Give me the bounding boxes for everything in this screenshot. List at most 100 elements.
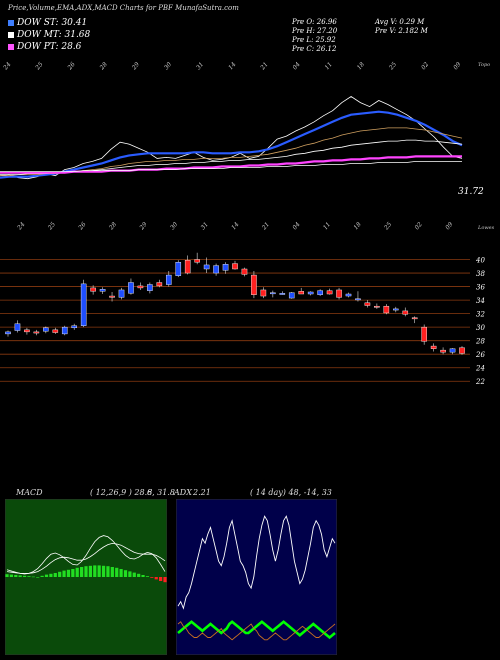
adx-series-line: [177, 515, 336, 610]
macd-signal-line: [6, 535, 166, 575]
macd-histogram-bar: [84, 566, 88, 577]
ema-x-tick-label: 09: [452, 61, 462, 71]
price-candle-body: [175, 262, 182, 276]
price-x-tick-label: 14: [230, 221, 240, 231]
price-candle-body: [326, 290, 333, 295]
macd-histogram-bar: [115, 567, 119, 577]
price-candle-body: [251, 274, 257, 295]
price-candle-body: [203, 264, 210, 270]
ema-x-tick-label: 25: [34, 61, 45, 72]
ema-x-tick-label: 11: [324, 61, 334, 71]
ema-x-tick-label: 21: [259, 61, 270, 72]
price-candle-body: [71, 325, 78, 329]
price-candle-body: [336, 289, 342, 298]
price-candle-body: [317, 290, 323, 295]
price-y-tick-label: 28: [475, 338, 485, 346]
price-y-tick-label: 40: [475, 257, 485, 265]
price-x-tick-label: 04: [291, 221, 301, 231]
price-candle-body: [184, 260, 191, 274]
price-candle-body: [80, 283, 87, 326]
price-candle-body: [279, 293, 286, 295]
price-candle-body: [430, 345, 437, 349]
price-candle-body: [270, 292, 276, 295]
ema-x-tick-label: 26: [66, 61, 77, 72]
macd-histogram-bar: [101, 565, 106, 577]
stat-pre-low: Pre L: 25.92: [292, 36, 336, 44]
price-candle-body: [440, 349, 446, 353]
ema-x-tick-label: 14: [227, 61, 237, 71]
macd-histogram-bar: [141, 575, 145, 577]
ema-corner-label: Topo: [478, 62, 490, 68]
price-candle-body: [402, 310, 409, 315]
price-y-tick-label: 26: [475, 351, 485, 359]
adx-series-line: [177, 621, 336, 641]
price-x-tick-label: 25: [46, 221, 57, 232]
macd-histogram-bar: [9, 574, 13, 577]
macd-histogram-bar: [71, 569, 75, 577]
price-candle-body: [147, 284, 153, 291]
macd-histogram-bar: [123, 570, 128, 577]
macd-histogram-bar: [119, 569, 123, 577]
macd-histogram-bar: [53, 573, 57, 577]
macd-histogram-bar: [93, 565, 97, 577]
price-candle-body: [90, 287, 96, 292]
price-chart: 24 25 26 28 29 30 31 14 21 04 11 18 25 02 09 22 24 26 28 3…: [0, 221, 495, 386]
macd-histogram-bar: [132, 572, 136, 577]
macd-histogram-bar: [80, 567, 84, 577]
price-y-tick-label: 24: [475, 365, 485, 373]
macd-histogram-bar: [110, 567, 114, 577]
price-candle-body: [459, 347, 465, 354]
ema-x-tick-label: 02: [420, 61, 430, 71]
ema-x-tick-label: 24: [2, 61, 13, 72]
macd-histogram-bar: [14, 575, 18, 577]
price-candle-body: [383, 305, 390, 314]
price-candle-body: [241, 268, 248, 275]
ema-series-line: [0, 110, 463, 179]
macd-histogram-bar: [31, 576, 35, 578]
macd-histogram-bar: [66, 569, 71, 577]
macd-histogram-bar: [40, 575, 44, 577]
price-candle-body: [288, 292, 295, 299]
price-candle-body: [345, 293, 352, 297]
price-candle-body: [24, 329, 30, 333]
macd-signal-line: [6, 542, 166, 574]
legend-dow-mt-label: DOW MT: 31.68: [17, 30, 91, 40]
price-candle-body: [222, 264, 229, 271]
adx-title: ADX: [174, 488, 192, 497]
macd-histogram-bar: [150, 577, 154, 578]
price-x-tick-label: 11: [322, 221, 332, 231]
price-y-tick-label: 32: [476, 311, 485, 319]
stat-pre-volume: Pre V: 2.182 M: [375, 27, 428, 35]
legend-dow-pt: DOW PT: 28.6: [8, 42, 81, 52]
legend-dow-pt-label: DOW PT: 28.6: [17, 42, 82, 52]
price-candle-body: [99, 289, 106, 292]
legend-dow-st-label: DOW ST: 30.41: [17, 18, 88, 28]
adx-series-line: [177, 620, 336, 640]
price-x-tick-label: 18: [352, 221, 362, 231]
price-candle-body: [118, 289, 125, 298]
price-candle-body: [449, 348, 456, 353]
price-candle-body: [14, 323, 21, 331]
price-candle-body: [109, 295, 115, 298]
price-corner-label: Lowes: [477, 225, 495, 231]
ema-x-tick-label: 04: [291, 61, 301, 71]
macd-histogram-bar: [5, 574, 9, 577]
price-candle-body: [364, 302, 371, 306]
price-x-tick-label: 09: [444, 221, 454, 231]
ema-series-line: [0, 161, 462, 172]
macd-histogram-bar: [49, 573, 53, 577]
price-x-tick-label: 29: [138, 221, 149, 232]
price-candle-body: [355, 298, 361, 301]
legend-swatch: [8, 43, 14, 50]
price-candle-body: [307, 291, 314, 295]
price-y-tick-label: 22: [475, 378, 485, 386]
legend-dow-mt: DOW MT: 31.68: [8, 30, 90, 40]
price-y-tick-label: 36: [476, 284, 485, 292]
macd-histogram-bar: [159, 577, 163, 581]
adx-right-value: 2.21: [193, 488, 211, 497]
price-candle-body: [213, 265, 219, 274]
adx-params: ( 14 day) 48, -14, 33: [250, 488, 332, 497]
price-y-tick-label: 30: [476, 324, 485, 332]
price-candle-body: [194, 259, 200, 263]
price-candle-body: [5, 331, 11, 335]
